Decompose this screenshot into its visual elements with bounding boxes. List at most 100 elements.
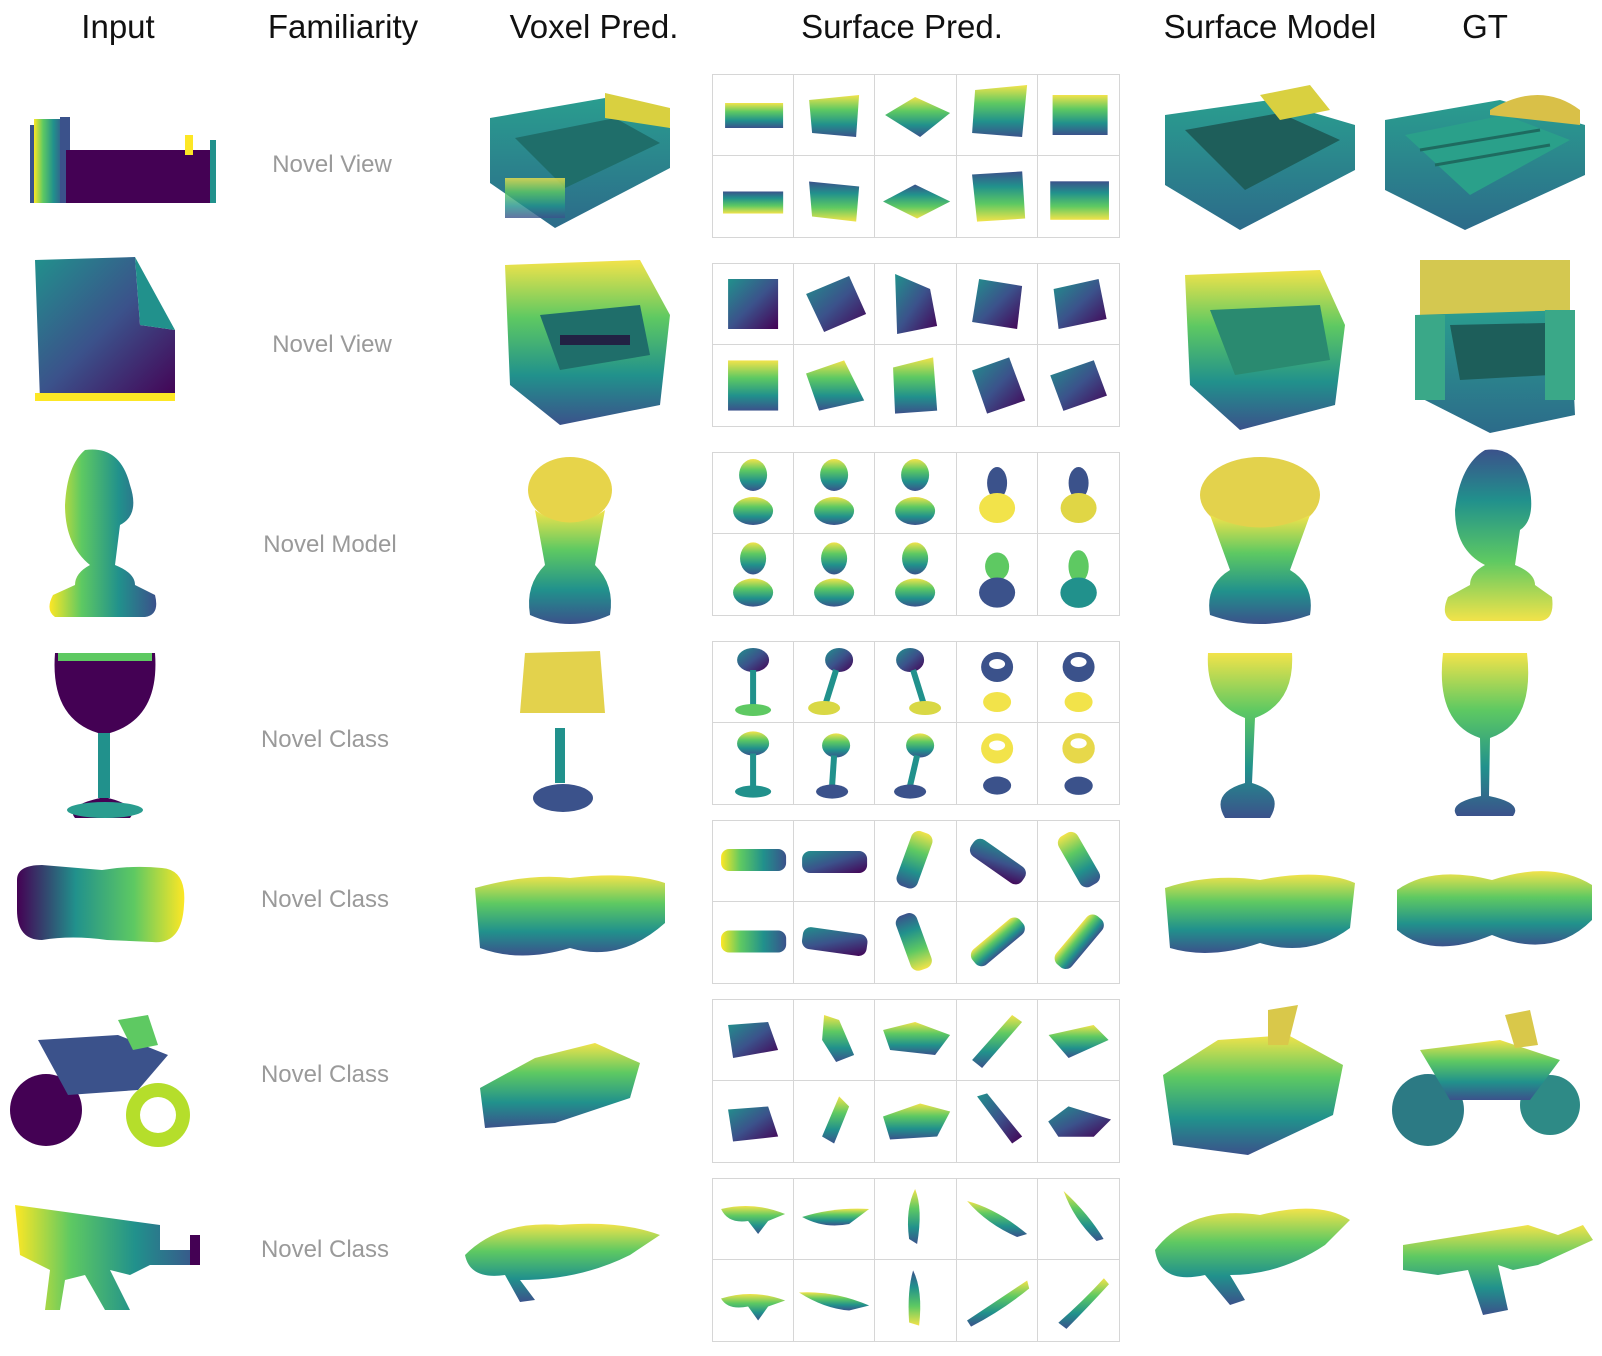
voxel-motorcycle (480, 1043, 640, 1128)
grid-cell (1038, 534, 1119, 615)
grid-cell (957, 723, 1038, 804)
grid-cell (1038, 902, 1119, 983)
grid-cell (794, 534, 876, 615)
grid-cell (1037, 821, 1119, 902)
grid-cell (957, 345, 1038, 426)
surface-model-knight (1200, 457, 1320, 624)
voxel-bed (490, 93, 670, 228)
input-depth-armchair (35, 257, 175, 401)
grid-cell (1038, 345, 1119, 426)
grid-cell (794, 345, 876, 426)
header-familiarity: Familiarity (267, 8, 419, 45)
header-gt: GT (1462, 8, 1508, 45)
grid-cell (1038, 1081, 1119, 1162)
surface-pred-grid-motorcycle (712, 999, 1120, 1163)
grid-cell (1038, 723, 1119, 804)
grid-cell (875, 453, 957, 534)
surface-model-dumbbell (1165, 874, 1355, 953)
grid-cell (794, 1000, 876, 1081)
grid-cell (875, 1000, 957, 1081)
grid-cell (875, 264, 957, 345)
grid-cell (1038, 1260, 1119, 1341)
familiarity-label: Novel Class (260, 886, 390, 913)
grid-cell (957, 902, 1038, 983)
grid-cell (875, 723, 957, 804)
grid-cell (875, 1179, 957, 1260)
surface-pred-grid-bed (712, 74, 1120, 238)
grid-cell (713, 1081, 795, 1162)
grid-cell (1037, 1000, 1119, 1081)
grid-cell (956, 75, 1038, 156)
grid-cell (794, 75, 876, 156)
surface-model-rifle (1155, 1208, 1350, 1305)
grid-cell (794, 723, 876, 804)
surface-pred-grid-rifle (712, 1178, 1120, 1342)
grid-cell (713, 642, 795, 723)
grid-cell (956, 642, 1038, 723)
grid-cell (713, 1000, 795, 1081)
grid-cell (875, 821, 957, 902)
grid-cell (794, 821, 876, 902)
input-depth-wine-glass (54, 653, 156, 818)
surface-pred-grid-armchair (712, 263, 1120, 427)
surface-model-wine-glass (1207, 653, 1293, 818)
grid-cell (875, 75, 957, 156)
familiarity-label: Novel View (272, 331, 392, 358)
input-depth-dumbbell (17, 865, 185, 943)
header-surface-pred: Surface Pred. (801, 8, 1003, 45)
grid-cell (1037, 75, 1119, 156)
input-depth-rifle (15, 1205, 200, 1310)
input-depth-bed (30, 117, 216, 203)
grid-cell (956, 821, 1038, 902)
grid-cell (956, 1179, 1038, 1260)
grid-cell (875, 642, 957, 723)
surface-model-bed (1165, 85, 1355, 230)
grid-cell (713, 1179, 795, 1260)
grid-cell (875, 902, 957, 983)
voxel-dumbbell (475, 875, 665, 956)
grid-cell (794, 1081, 876, 1162)
familiarity-label: Novel Class (260, 726, 390, 753)
grid-cell (1038, 156, 1119, 237)
grid-cell (1037, 264, 1119, 345)
surface-pred-grid-dumbbell (712, 820, 1120, 984)
gt-bed (1385, 95, 1585, 230)
grid-cell (713, 345, 795, 426)
grid-cell (957, 534, 1038, 615)
grid-cell (794, 156, 876, 237)
grid-cell (713, 264, 795, 345)
grid-cell (875, 1260, 957, 1341)
gt-wine-glass (1441, 653, 1529, 816)
grid-cell (957, 1260, 1038, 1341)
grid-cell (956, 1000, 1038, 1081)
input-depth-motorcycle (10, 1015, 190, 1147)
grid-cell (875, 534, 957, 615)
voxel-armchair (505, 260, 670, 425)
grid-cell (713, 75, 795, 156)
header-voxel-pred: Voxel Pred. (509, 8, 679, 45)
familiarity-label: Novel View (272, 151, 392, 178)
grid-cell (713, 821, 795, 902)
grid-cell (1037, 642, 1119, 723)
grid-cell (875, 345, 957, 426)
grid-cell (794, 642, 876, 723)
familiarity-label: Novel Model (263, 531, 397, 558)
surface-model-motorcycle (1163, 1005, 1343, 1155)
grid-cell (957, 156, 1038, 237)
grid-cell (794, 1260, 876, 1341)
grid-cell (956, 264, 1038, 345)
grid-cell (794, 1179, 876, 1260)
familiarity-label: Novel Class (260, 1236, 390, 1263)
header-input: Input (81, 8, 155, 45)
surface-model-armchair (1185, 270, 1345, 430)
gt-knight (1444, 449, 1553, 621)
voxel-rifle (465, 1223, 660, 1302)
grid-cell (794, 902, 876, 983)
grid-cell (956, 453, 1038, 534)
grid-cell (713, 453, 795, 534)
gt-armchair (1415, 260, 1575, 433)
gt-rifle (1403, 1225, 1593, 1315)
surface-pred-grid-knight (712, 452, 1120, 616)
grid-cell (713, 1260, 795, 1341)
familiarity-label: Novel Class (260, 1061, 390, 1088)
